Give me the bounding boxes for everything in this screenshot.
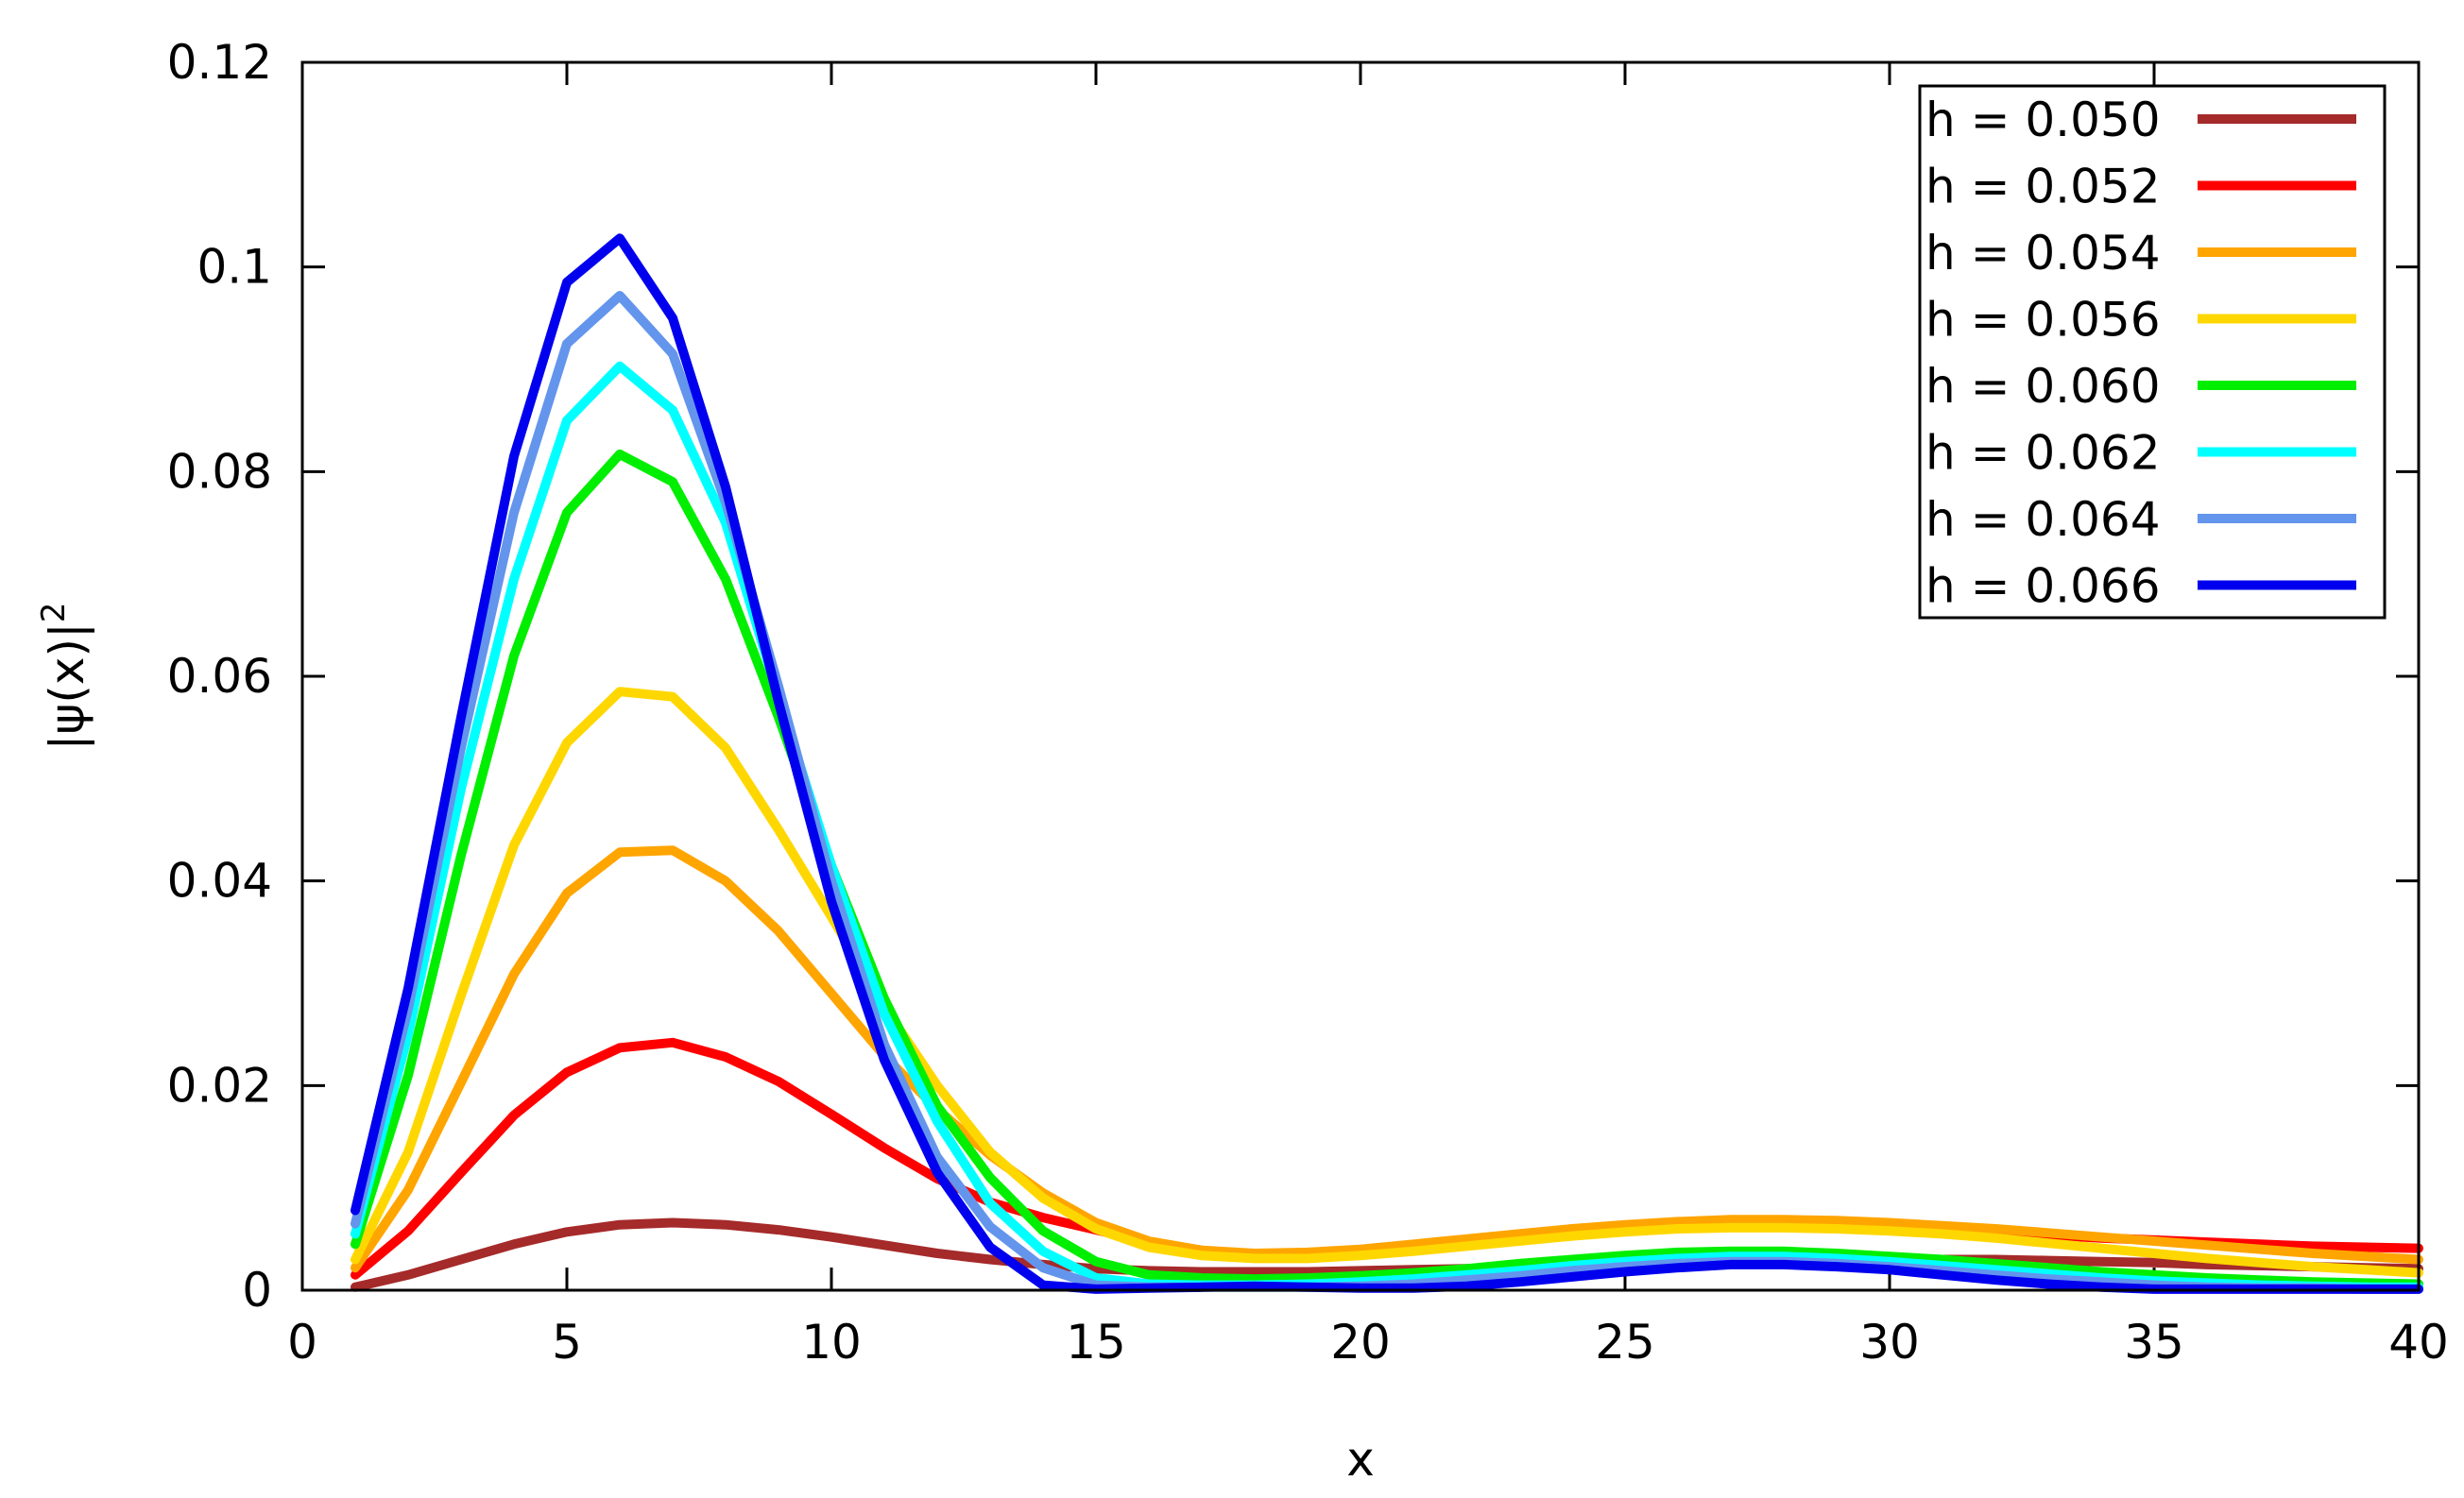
series-lines (351, 233, 2423, 1294)
x-tick-label: 0 (287, 1315, 317, 1370)
x-tick-label: 10 (801, 1315, 862, 1370)
x-tick-label: 20 (1330, 1315, 1391, 1370)
legend-label: h = 0.054 (1925, 226, 2161, 281)
legend-label: h = 0.062 (1925, 426, 2161, 481)
x-tick-label: 5 (552, 1315, 582, 1370)
x-tick-label: 25 (1595, 1315, 1655, 1370)
x-axis-label: x (1346, 1432, 1375, 1487)
y-tick-label: 0.08 (167, 444, 272, 499)
svg-text:|ψ(x)|2: |ψ(x)|2 (35, 603, 94, 751)
legend-label: h = 0.066 (1925, 559, 2161, 614)
y-tick-label: 0.1 (197, 240, 272, 295)
y-tick-label: 0.06 (167, 649, 272, 704)
y-tick-label: 0.02 (167, 1058, 272, 1113)
legend-label: h = 0.060 (1925, 359, 2161, 414)
y-tick-label: 0 (242, 1263, 272, 1318)
legend-label: h = 0.050 (1925, 93, 2161, 147)
legend-label: h = 0.052 (1925, 160, 2161, 214)
y-axis-label-text: |ψ(x)| (40, 622, 94, 750)
legend-label: h = 0.056 (1925, 293, 2161, 348)
x-tick-label: 35 (2124, 1315, 2184, 1370)
series-line (351, 233, 2423, 1294)
legend: h = 0.050 h = 0.052 h = 0.054 h = 0.056 h = … (1918, 84, 2387, 620)
series-line (351, 687, 2423, 1278)
y-axis-label: |ψ(x)|2 (35, 603, 94, 751)
legend-label: h = 0.064 (1925, 492, 2161, 547)
legend-box (1918, 84, 2387, 620)
series-line (351, 449, 2423, 1289)
plot-frame (300, 60, 2421, 1292)
y-tick-label: 0.12 (167, 35, 272, 90)
x-tick-label: 40 (2388, 1315, 2449, 1370)
y-tick-label: 0.04 (167, 854, 272, 909)
tick-labels: 0 5 10 15 20 25 30 35 40 0 0.02 0.04 0.06 0.08 0.1 0.12 (167, 35, 2449, 1370)
x-tick-label: 30 (1859, 1315, 1920, 1370)
x-tick-label: 15 (1066, 1315, 1126, 1370)
series-line (351, 845, 2423, 1273)
y-axis-label-superscript: 2 (35, 603, 73, 623)
